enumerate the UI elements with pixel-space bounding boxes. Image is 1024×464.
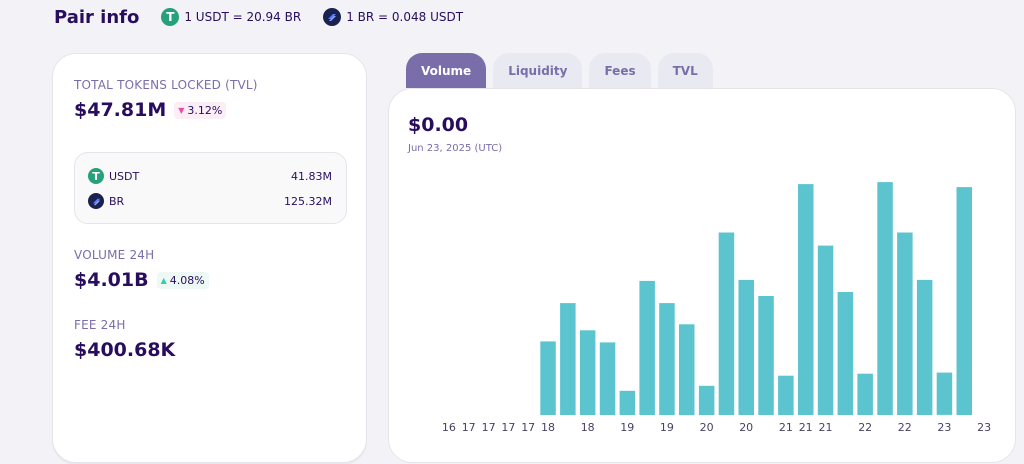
volume-bar[interactable] <box>698 385 715 415</box>
locked-row-br: BR 125.32M <box>88 192 332 210</box>
x-axis-tick-label: 23 <box>977 421 991 434</box>
down-triangle-icon: ▼ <box>178 105 185 115</box>
chart-hover-value: $0.00 <box>408 114 469 136</box>
up-triangle-icon: ▲ <box>160 275 167 285</box>
x-axis-tick-label: 18 <box>541 421 555 434</box>
volume-bar[interactable] <box>897 232 913 416</box>
volume-bar[interactable] <box>738 279 755 415</box>
volume-bar[interactable] <box>659 303 675 415</box>
volume-bar[interactable] <box>619 390 636 415</box>
pair-info-header: Pair info T 1 USDT = 20.94 BR 1 BR = 0.0… <box>54 6 485 28</box>
volume-bar[interactable] <box>817 245 834 415</box>
rate-usdt: T 1 USDT = 20.94 BR <box>161 8 301 26</box>
volume-bar[interactable] <box>916 279 933 415</box>
locked-row-usdt: T USDT 41.83M <box>88 167 332 185</box>
volume-change-badge: ▲ 4.08% <box>156 271 209 289</box>
tab-volume[interactable]: Volume <box>406 53 487 88</box>
locked-amount: 41.83M <box>291 169 332 183</box>
locked-symbol: USDT <box>109 169 140 183</box>
volume-bar[interactable] <box>837 292 854 415</box>
volume-chart-card: 16 17 17 17 17 18 18 19 19 20 20 21 21 21 22 22 23 23 $0.… <box>388 88 1016 463</box>
usdt-token-icon: T <box>88 168 104 184</box>
x-axis-tick-label: 19 <box>620 421 634 434</box>
volume-bar[interactable] <box>758 296 774 415</box>
volume-bar[interactable] <box>857 373 873 415</box>
br-token-icon <box>323 8 342 26</box>
tvl-value: $47.81M <box>74 99 167 121</box>
fee-24h-value-row: $400.68K <box>74 339 175 361</box>
x-axis-tick-label: 20 <box>700 421 714 434</box>
pair-stats-card: TOTAL TOKENS LOCKED (TVL) $47.81M ▼ 3.12… <box>52 53 367 463</box>
tvl-label: TOTAL TOKENS LOCKED (TVL) <box>74 78 258 92</box>
locked-amount: 125.32M <box>284 194 332 208</box>
page-title: Pair info <box>54 6 140 28</box>
usdt-token-icon: T <box>161 8 180 26</box>
tab-liquidity[interactable]: Liquidity <box>493 53 583 88</box>
x-axis-tick-label: 19 <box>660 421 674 434</box>
tab-fees[interactable]: Fees <box>589 53 651 88</box>
br-token-icon <box>88 193 104 209</box>
volume-24h-value: $4.01B <box>74 269 149 291</box>
volume-bar[interactable] <box>798 184 814 415</box>
volume-change: 4.08% <box>169 273 205 287</box>
x-axis-tick-label: 17 <box>482 421 496 434</box>
chart-tabs: Volume Liquidity Fees TVL <box>406 53 720 88</box>
rate-usdt-text: 1 USDT = 20.94 BR <box>184 10 302 24</box>
volume-24h-label: VOLUME 24H <box>74 248 155 262</box>
volume-bar[interactable] <box>718 232 735 416</box>
volume-bar[interactable] <box>560 303 576 415</box>
x-axis-tick-label: 17 <box>501 421 515 434</box>
volume-bar[interactable] <box>599 342 616 415</box>
locked-symbol: BR <box>109 194 125 208</box>
x-axis-tick-label: 20 <box>739 421 753 434</box>
x-axis-tick-label: 22 <box>858 421 872 434</box>
volume-bar-chart[interactable]: 16 17 17 17 17 18 18 19 19 20 20 21 21 21 22 22 23 23 <box>389 89 1017 464</box>
rate-br-text: 1 BR = 0.048 USDT <box>346 10 464 24</box>
x-axis-tick-label: 21 <box>819 421 833 434</box>
rate-br: 1 BR = 0.048 USDT <box>323 8 463 26</box>
volume-bar[interactable] <box>956 187 973 415</box>
tvl-change: 3.12% <box>187 103 223 117</box>
x-axis-tick-label: 17 <box>521 421 535 434</box>
volume-bar[interactable] <box>679 324 695 416</box>
tab-tvl[interactable]: TVL <box>657 53 713 88</box>
x-axis-tick-label: 22 <box>898 421 912 434</box>
volume-bar[interactable] <box>936 372 953 415</box>
fee-24h-value: $400.68K <box>74 339 176 361</box>
x-axis-tick-label: 16 <box>442 421 456 434</box>
volume-bar[interactable] <box>778 375 794 415</box>
tvl-value-row: $47.81M ▼ 3.12% <box>74 99 227 121</box>
locked-tokens-box: T USDT 41.83M BR 125.32M <box>74 152 347 224</box>
volume-bar[interactable] <box>540 341 556 415</box>
volume-bar[interactable] <box>639 280 655 415</box>
fee-24h-label: FEE 24H <box>74 318 126 332</box>
x-axis-tick-label: 21 <box>779 421 793 434</box>
volume-bar[interactable] <box>579 330 596 415</box>
x-axis-tick-label: 18 <box>581 421 595 434</box>
tvl-change-badge: ▼ 3.12% <box>174 101 227 119</box>
x-axis-tick-label: 21 <box>799 421 813 434</box>
volume-bar[interactable] <box>877 182 893 415</box>
x-axis-tick-label: 23 <box>937 421 951 434</box>
x-axis-tick-label: 17 <box>462 421 476 434</box>
volume-24h-value-row: $4.01B ▲ 4.08% <box>74 269 209 291</box>
chart-hover-date: Jun 23, 2025 (UTC) <box>408 143 503 154</box>
